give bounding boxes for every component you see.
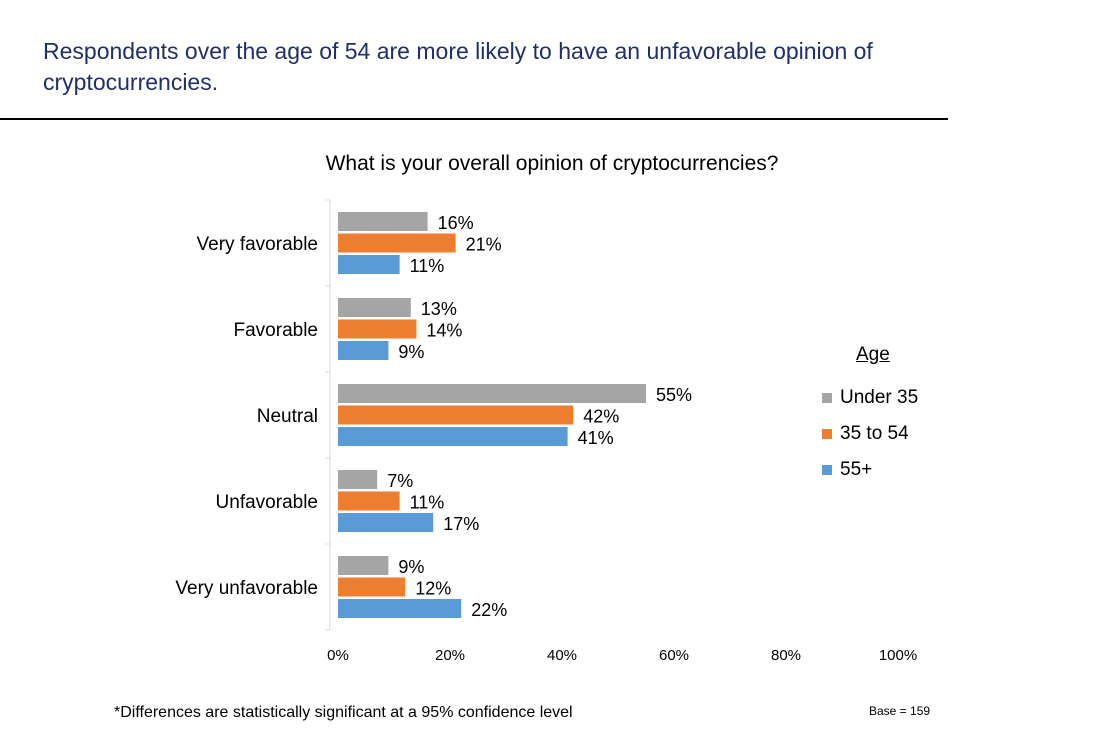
data-label: 13% (421, 299, 457, 319)
x-tick-label: 40% (547, 647, 577, 664)
data-label: 21% (466, 235, 502, 255)
category-label: Very favorable (197, 234, 318, 255)
bar (338, 577, 406, 597)
legend-title: Age (856, 344, 890, 365)
bar (338, 405, 574, 425)
slide-headline: Respondents over the age of 54 are more … (43, 38, 873, 95)
category-label: Unfavorable (216, 492, 318, 513)
bar (338, 319, 417, 339)
data-label: 41% (578, 428, 614, 448)
footnote: *Differences are statistically significa… (114, 704, 573, 721)
data-label: 12% (415, 579, 451, 599)
bar (338, 470, 378, 489)
x-tick-label: 100% (879, 647, 917, 664)
bar (338, 298, 411, 317)
legend: Age Under 35 35 to 54 55+ (822, 344, 918, 488)
legend-swatch (822, 393, 832, 403)
legend-item-under-35: Under 35 (822, 380, 918, 416)
x-tick-label: 60% (659, 647, 689, 664)
bar (338, 341, 389, 360)
data-label: 55% (656, 385, 692, 405)
title-divider (0, 118, 948, 120)
bar (338, 513, 434, 532)
data-label: 22% (471, 600, 507, 620)
category-label: Very unfavorable (175, 578, 318, 599)
legend-label: 35 to 54 (840, 423, 909, 444)
chart-title: What is your overall opinion of cryptocu… (325, 152, 779, 175)
bar (338, 491, 400, 511)
legend-swatch (822, 429, 832, 439)
legend-item-55-plus: 55+ (822, 452, 918, 488)
data-label: 9% (398, 342, 424, 362)
bar (338, 212, 428, 231)
data-label: 14% (426, 321, 462, 341)
data-label: 9% (398, 557, 424, 577)
x-tick-label: 20% (435, 647, 465, 664)
legend-item-35-to-54: 35 to 54 (822, 416, 918, 452)
data-label: 7% (387, 471, 413, 491)
legend-label: 55+ (840, 459, 873, 480)
bar (338, 427, 568, 446)
bar (338, 556, 389, 575)
data-label: 11% (410, 256, 445, 276)
bar (338, 599, 462, 618)
base-note: Base = 159 (869, 704, 931, 718)
bar (338, 255, 400, 274)
data-label: 16% (438, 213, 474, 233)
data-label: 17% (443, 514, 479, 534)
category-label: Favorable (234, 320, 319, 341)
bar (338, 233, 456, 253)
bar (338, 384, 646, 403)
legend-label: Under 35 (840, 387, 919, 408)
legend-swatch (822, 465, 832, 475)
x-tick-label: 80% (771, 647, 801, 664)
x-tick-label: 0% (327, 647, 349, 664)
data-label: 11% (410, 493, 445, 513)
data-label: 42% (583, 407, 619, 427)
category-label: Neutral (257, 406, 318, 427)
